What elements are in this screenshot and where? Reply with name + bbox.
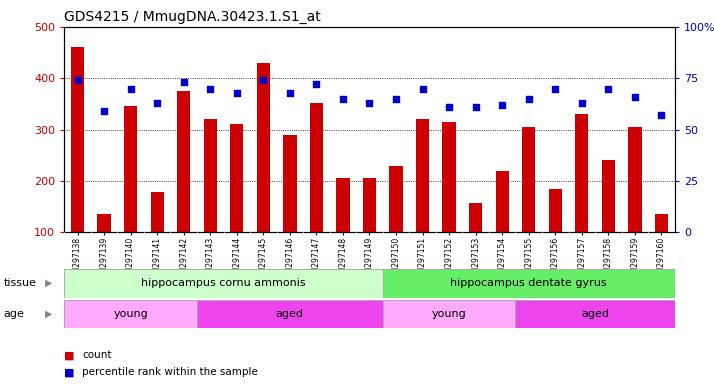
Text: hippocampus dentate gyrus: hippocampus dentate gyrus [451, 278, 607, 288]
Bar [64, 300, 197, 328]
Bar [628, 127, 642, 232]
Text: young: young [114, 309, 148, 319]
Bar [389, 166, 403, 232]
Point [151, 100, 163, 106]
Bar [71, 47, 84, 232]
Text: young: young [432, 309, 466, 319]
Point [204, 85, 216, 91]
Point [576, 100, 588, 106]
Point [363, 100, 376, 106]
Point [311, 81, 322, 88]
Bar [203, 119, 217, 232]
Point [231, 89, 243, 96]
Text: ▶: ▶ [45, 309, 53, 319]
Bar [64, 269, 383, 298]
Bar [151, 192, 164, 232]
Point [496, 102, 508, 108]
Bar [548, 189, 562, 232]
Text: count: count [82, 350, 111, 360]
Bar [283, 135, 296, 232]
Text: GDS4215 / MmugDNA.30423.1.S1_at: GDS4215 / MmugDNA.30423.1.S1_at [64, 10, 321, 24]
Point [284, 89, 296, 96]
Point [629, 94, 640, 100]
Point [655, 112, 667, 118]
Point [550, 85, 561, 91]
Bar [655, 214, 668, 232]
Point [258, 77, 269, 83]
Point [99, 108, 110, 114]
Bar [469, 203, 482, 232]
Text: age: age [4, 309, 24, 319]
Point [72, 77, 84, 83]
Bar [496, 170, 509, 232]
Bar [336, 179, 350, 232]
Bar [363, 179, 376, 232]
Text: ■: ■ [64, 367, 75, 377]
Point [523, 96, 535, 102]
Bar [177, 91, 191, 232]
Bar [383, 269, 675, 298]
Text: aged: aged [581, 309, 609, 319]
Bar [383, 300, 516, 328]
Bar [124, 106, 137, 232]
Point [178, 79, 189, 85]
Point [337, 96, 348, 102]
Bar [602, 161, 615, 232]
Bar [443, 122, 456, 232]
Text: tissue: tissue [4, 278, 36, 288]
Point [125, 85, 136, 91]
Bar [522, 127, 536, 232]
Bar [416, 119, 429, 232]
Point [470, 104, 481, 110]
Point [391, 96, 402, 102]
Text: aged: aged [276, 309, 304, 319]
Text: ▶: ▶ [45, 278, 53, 288]
Bar [257, 63, 270, 232]
Point [603, 85, 614, 91]
Point [417, 85, 428, 91]
Bar [97, 214, 111, 232]
Point [443, 104, 455, 110]
Bar [575, 114, 588, 232]
Text: percentile rank within the sample: percentile rank within the sample [82, 367, 258, 377]
Bar [197, 300, 383, 328]
Text: ■: ■ [64, 350, 75, 360]
Bar [516, 300, 675, 328]
Text: hippocampus cornu ammonis: hippocampus cornu ammonis [141, 278, 306, 288]
Bar [310, 103, 323, 232]
Bar [230, 124, 243, 232]
